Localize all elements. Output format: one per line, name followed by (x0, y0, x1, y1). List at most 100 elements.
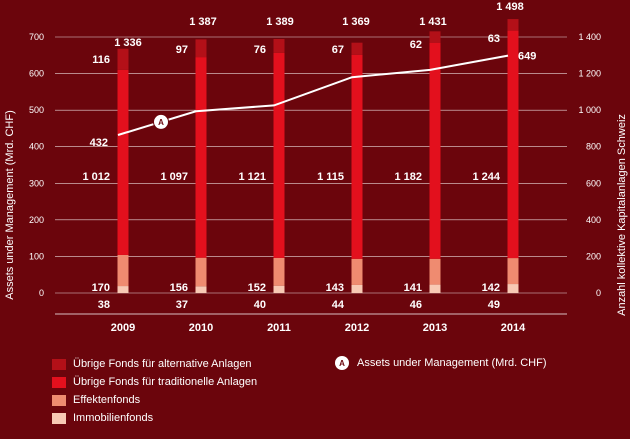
data-label: 62 (410, 39, 422, 51)
legend-swatch-effektenfonds (52, 394, 66, 406)
y-tick-left: 0 (39, 288, 44, 298)
y-tick-right: 0 (596, 288, 601, 298)
left-axis-title: Assets under Management (Mrd. CHF) (4, 110, 16, 300)
bar-segment (273, 285, 285, 293)
legend-label-alternative: Übrige Fonds für alternative Anlagen (73, 358, 252, 370)
total-label: 1 336 (114, 37, 142, 49)
aum-polyline (117, 54, 509, 136)
y-tick-left: 300 (29, 178, 44, 188)
bar-segment (429, 42, 441, 259)
legend-item-immobilienfonds: Immobilienfonds (52, 412, 153, 424)
axes: 0 100 200 300 400 500 600 700 0 200 400 600 800 1 000… (29, 32, 601, 334)
bar-segment (117, 286, 129, 293)
legend-item-traditional: Übrige Fonds für traditionelle Anlagen (52, 376, 257, 388)
data-label: 1 097 (160, 171, 188, 183)
right-axis-title: Anzahl kollektive Kapitalanlagen Schweiz (616, 114, 628, 316)
x-tick-label: 2012 (345, 322, 369, 334)
aum-marker (153, 113, 169, 130)
data-label: 156 (170, 282, 188, 294)
bar-segment (429, 258, 441, 285)
bar-segment (351, 54, 363, 259)
data-label: 1 244 (472, 171, 500, 183)
bar-segment (195, 57, 207, 258)
y-tick-right: 200 (586, 251, 601, 261)
data-label: 76 (254, 44, 266, 56)
bar-segment (117, 69, 129, 255)
aum-marker-label: A (158, 118, 164, 127)
x-tick-label: 2011 (267, 322, 291, 334)
y-tick-right: 400 (586, 215, 601, 225)
legend-marker-a: A (335, 356, 349, 370)
bar-segment (273, 52, 285, 258)
total-label: 1 369 (342, 16, 370, 28)
data-label: 37 (176, 299, 188, 311)
y-tick-left: 600 (29, 69, 44, 79)
data-label: 1 182 (394, 171, 422, 183)
data-label: 1 115 (317, 171, 344, 183)
y-tick-right: 1 000 (578, 105, 601, 115)
y-tick-right: 800 (586, 142, 601, 152)
y-tick-right: 600 (586, 178, 601, 188)
y-tick-left: 700 (29, 32, 44, 42)
y-tick-left: 100 (29, 251, 44, 261)
data-label: 116 (92, 54, 110, 66)
legend-label-effektenfonds: Effektenfonds (73, 394, 141, 406)
legend-swatch-traditional (52, 376, 66, 388)
bar-segment (429, 284, 441, 293)
data-label: 44 (332, 299, 345, 311)
total-label: 1 387 (189, 16, 217, 28)
gridlines (55, 36, 567, 294)
y-tick-left: 200 (29, 215, 44, 225)
x-tick-label: 2009 (111, 322, 135, 334)
total-label: 1 431 (419, 16, 447, 28)
bar-segment (117, 254, 129, 287)
x-tick-label: 2010 (189, 322, 213, 334)
bar-segment (351, 284, 363, 293)
data-label: 141 (404, 282, 422, 294)
legend-swatch-immobilienfonds (52, 412, 66, 424)
bar-segment (195, 286, 207, 293)
data-label: 40 (254, 299, 266, 311)
data-label: 170 (92, 282, 110, 294)
data-label: 143 (326, 282, 344, 294)
aum-line: A (117, 54, 509, 136)
data-label: 142 (482, 282, 500, 294)
legend-swatch-alternative (52, 358, 66, 370)
bar-segment (351, 42, 363, 55)
y-tick-right: 1 400 (578, 32, 601, 42)
legend-item-alternative: Übrige Fonds für alternative Anlagen (52, 358, 252, 370)
y-tick-right: 1 200 (578, 69, 601, 79)
line-label: 432 (90, 137, 108, 149)
data-labels: 38 170 1 012 116 37 156 1 097 97 40 152 1 121 76 44 1… (82, 1, 536, 311)
total-label: 1 498 (496, 1, 524, 13)
data-label: 1 121 (238, 171, 266, 183)
bar-segment (507, 19, 519, 31)
bar-segment (351, 258, 363, 285)
data-label: 67 (332, 44, 344, 56)
legend-item-effektenfonds: Effektenfonds (52, 394, 140, 406)
bar-segment (273, 39, 285, 53)
data-label: 63 (488, 33, 500, 45)
bar-segment (195, 257, 207, 287)
y-tick-left: 500 (29, 105, 44, 115)
bar-segment (507, 30, 519, 259)
data-label: 1 012 (82, 171, 110, 183)
data-label: 46 (410, 299, 422, 311)
x-tick-label: 2013 (423, 322, 447, 334)
bar-segment (117, 48, 129, 70)
line-label: 649 (518, 51, 536, 63)
x-tick-label: 2014 (501, 322, 526, 334)
legend-label-aum: Assets under Management (Mrd. CHF) (357, 357, 547, 369)
legend-label-immobilienfonds: Immobilienfonds (73, 412, 154, 424)
bar-segment (507, 258, 519, 285)
data-label: 152 (248, 282, 266, 294)
legend: Übrige Fonds für alternative Anlagen Übr… (52, 354, 622, 434)
legend-item-aum: A Assets under Management (Mrd. CHF) (335, 356, 547, 370)
data-label: 97 (176, 44, 188, 56)
bar-segment (507, 284, 519, 293)
bar-segment (195, 39, 207, 58)
data-label: 38 (98, 299, 110, 311)
data-label: 49 (488, 299, 500, 311)
bars (117, 19, 519, 293)
